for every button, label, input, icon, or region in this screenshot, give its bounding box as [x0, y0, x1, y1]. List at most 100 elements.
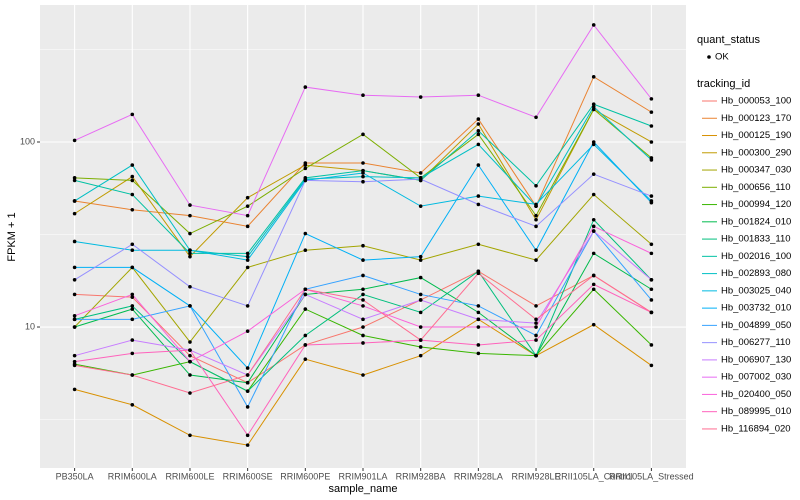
data-point	[476, 343, 481, 347]
data-point	[418, 353, 423, 358]
data-point	[72, 313, 77, 318]
data-point	[591, 23, 596, 27]
data-point	[476, 310, 481, 315]
data-point	[188, 254, 192, 259]
data-point	[591, 107, 596, 112]
data-point	[361, 304, 365, 308]
data-point	[245, 304, 250, 308]
data-point	[245, 213, 250, 218]
data-point	[303, 166, 308, 171]
data-point	[361, 179, 365, 184]
data-point	[418, 258, 423, 262]
data-point	[188, 348, 192, 352]
data-point	[591, 282, 596, 287]
data-point	[245, 254, 250, 259]
data-point	[591, 229, 596, 233]
data-point	[534, 217, 538, 222]
data-point	[72, 211, 77, 216]
x-tick-label: RRIM928LE	[512, 471, 561, 481]
data-point	[649, 97, 654, 101]
data-point	[649, 343, 654, 347]
data-point	[188, 248, 192, 253]
data-point	[361, 317, 365, 322]
data-point	[476, 132, 481, 137]
data-point	[130, 242, 135, 247]
data-point	[188, 284, 192, 289]
data-point	[418, 292, 423, 297]
data-point	[245, 251, 250, 256]
data-point	[130, 307, 135, 311]
data-point	[72, 353, 77, 358]
data-point	[649, 158, 654, 162]
data-point	[591, 251, 596, 256]
data-point	[534, 258, 538, 262]
data-point	[591, 75, 596, 79]
data-point	[476, 325, 481, 329]
data-point	[418, 275, 423, 280]
data-point	[649, 310, 654, 315]
data-point	[303, 292, 308, 297]
data-point	[72, 292, 77, 297]
data-point	[245, 224, 250, 229]
data-point	[418, 95, 423, 99]
data-point	[72, 387, 77, 392]
data-point	[72, 277, 77, 282]
legend-label: Hb_000125_190	[721, 130, 791, 141]
legend-label: Hb_002016_100	[721, 251, 791, 262]
data-point	[476, 317, 481, 322]
data-point	[534, 353, 538, 358]
data-point	[591, 217, 596, 222]
data-point	[418, 254, 423, 259]
data-point	[303, 343, 308, 347]
data-point	[591, 322, 596, 327]
data-point	[72, 178, 77, 183]
data-point	[591, 287, 596, 292]
data-point	[476, 271, 481, 276]
data-point	[476, 202, 481, 207]
data-point	[361, 341, 365, 345]
data-point	[649, 277, 654, 282]
data-point	[591, 224, 596, 229]
legend-label: Hb_000656_110	[721, 182, 791, 193]
data-point	[188, 231, 192, 236]
legend-label: Hb_000347_030	[721, 165, 791, 176]
data-point	[245, 405, 250, 409]
data-point	[418, 345, 423, 349]
data-point	[534, 115, 538, 120]
x-tick-label: RRIM600SE	[223, 471, 273, 481]
legend-title: tracking_id	[697, 78, 750, 90]
legend-label: Hb_006907_130	[721, 354, 791, 365]
data-point	[361, 161, 365, 165]
x-tick-label: PB350LA	[56, 471, 94, 481]
data-point	[245, 258, 250, 262]
data-point	[303, 287, 308, 292]
data-point	[188, 213, 192, 218]
legend-label: Hb_000123_170	[721, 113, 791, 124]
data-point	[245, 204, 250, 208]
data-point	[361, 93, 365, 98]
data-point	[591, 102, 596, 107]
data-point	[188, 203, 192, 207]
data-point	[418, 204, 423, 208]
data-point	[591, 104, 596, 109]
x-tick-label: RRIM600LA	[108, 471, 157, 481]
data-point	[361, 171, 365, 175]
data-point	[361, 273, 365, 278]
grid	[40, 5, 686, 468]
data-point	[303, 231, 308, 236]
data-point	[649, 124, 654, 128]
data-point	[534, 333, 538, 338]
y-tick-label: 100	[20, 136, 35, 146]
data-point	[476, 93, 481, 98]
data-point	[649, 298, 654, 302]
data-point	[72, 239, 77, 244]
x-tick-label: RRIM928BA	[396, 471, 446, 481]
data-point	[534, 202, 538, 207]
data-point	[361, 132, 365, 137]
y-axis-title: FPKM + 1	[6, 212, 18, 261]
data-point	[72, 265, 77, 270]
data-point	[476, 194, 481, 198]
x-tick-label: RRII105LA_Control	[555, 471, 633, 481]
data-point	[72, 138, 77, 143]
data-point	[72, 363, 77, 368]
